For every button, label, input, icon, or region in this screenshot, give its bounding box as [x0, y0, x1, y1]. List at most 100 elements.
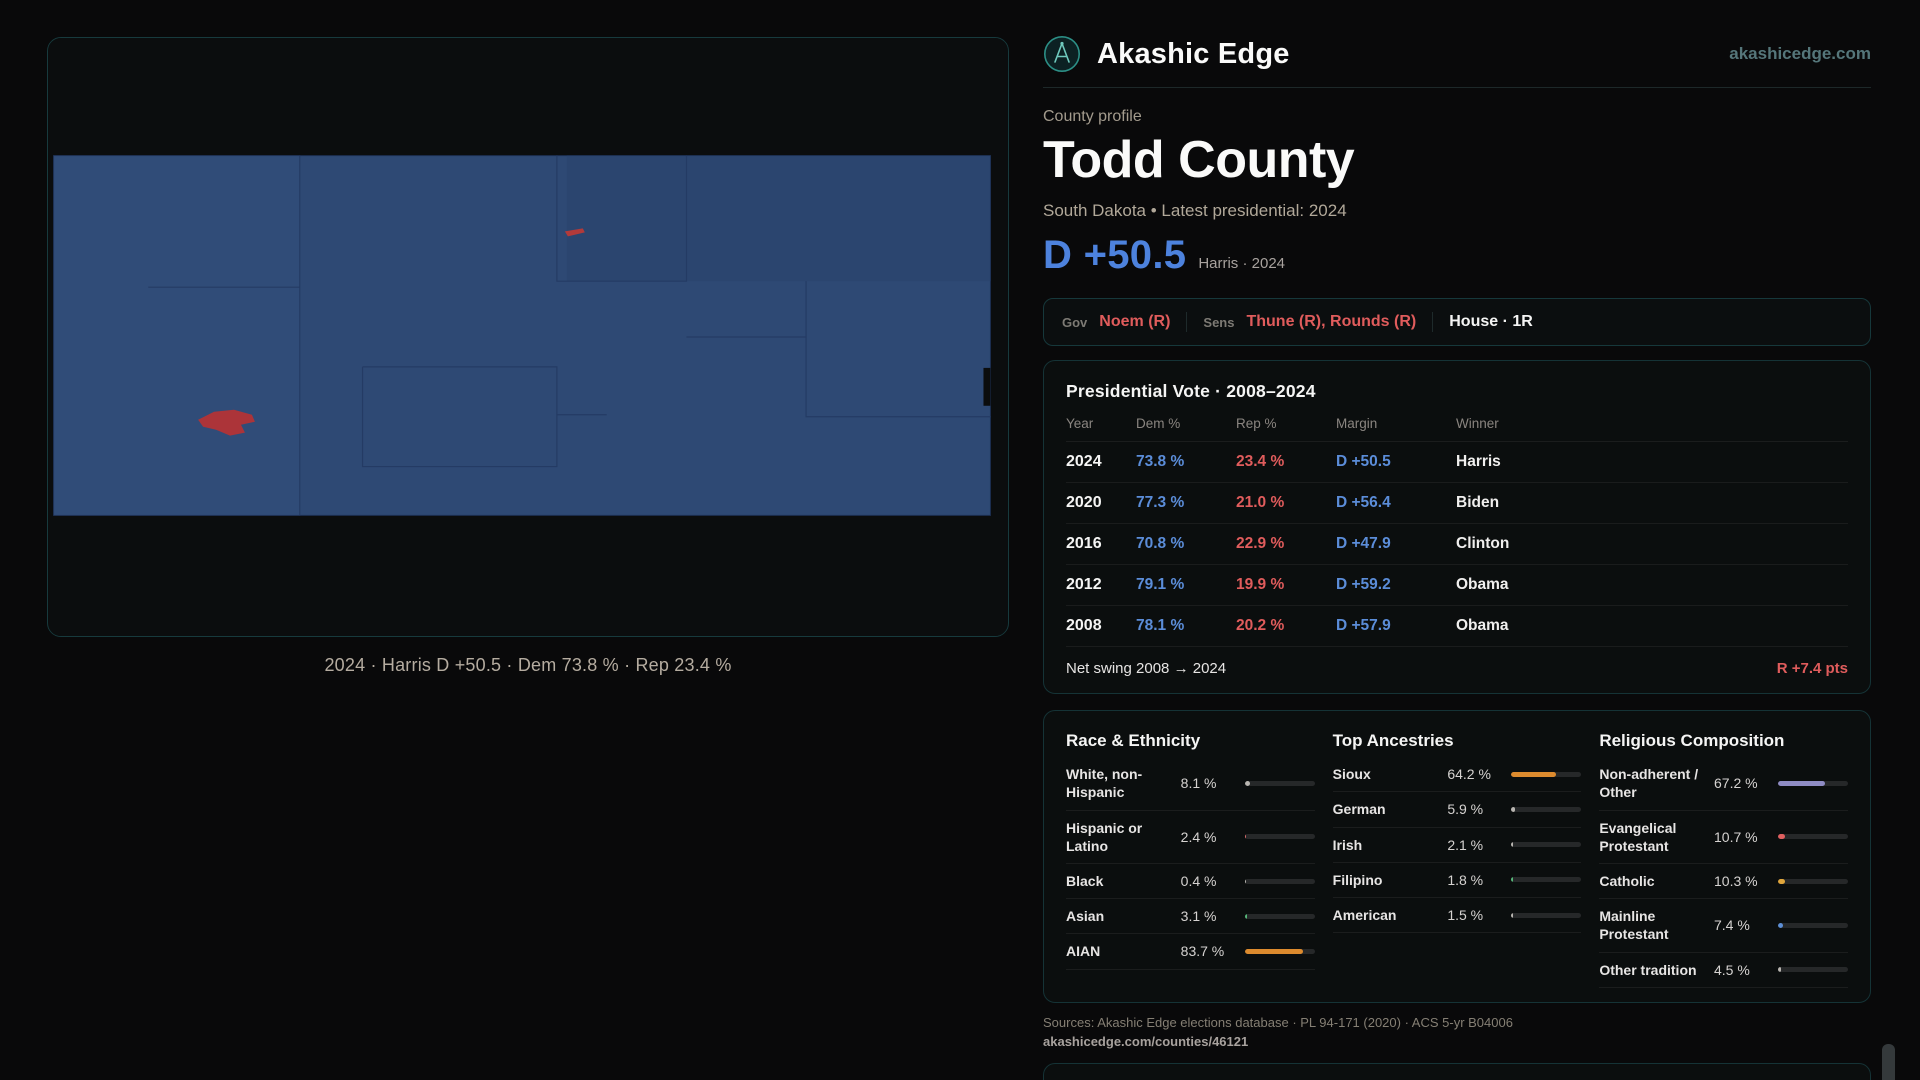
stat-bar-fill: [1511, 842, 1513, 848]
margin-value: D +50.5: [1043, 233, 1187, 278]
stat-label: Catholic: [1599, 872, 1655, 889]
county-shape-rep-small[interactable]: [564, 228, 585, 237]
sources-block: Sources: Akashic Edge elections database…: [1043, 1015, 1871, 1049]
map-section: 2024 · Harris D +50.5 · Dem 73.8 % · Rep…: [47, 37, 1009, 676]
stat-row: Filipino 1.8 %: [1332, 863, 1582, 898]
stat-label: Mainline Protestant: [1599, 908, 1669, 943]
map-notch: [983, 367, 991, 406]
stat-label: German: [1332, 801, 1386, 818]
stat-value: 4.5 %: [1714, 961, 1750, 978]
cell-margin: D +57.9: [1336, 617, 1391, 635]
header-divider: [1043, 87, 1871, 88]
cell-margin: D +50.5: [1336, 453, 1391, 471]
brand-domain-link[interactable]: akashicedge.com: [1729, 44, 1871, 63]
stat-bar-track: [1778, 967, 1848, 973]
cell-year: 2012: [1066, 576, 1102, 594]
stat-bar-fill: [1244, 780, 1251, 786]
cell-dem: 70.8 %: [1136, 535, 1185, 553]
stat-bar-fill: [1778, 834, 1786, 840]
cell-rep: 23.4 %: [1236, 453, 1285, 471]
presidential-vote-card: Presidential Vote · 2008–2024 Year Dem %…: [1043, 360, 1871, 695]
page-subtitle: South Dakota • Latest presidential: 2024: [1043, 201, 1347, 221]
religion-rows: Non-adherent / Other 67.2 % Evangelical Pr…: [1599, 757, 1848, 988]
strip-divider: [1186, 312, 1188, 333]
cell-margin: D +59.2: [1336, 576, 1391, 594]
presidential-row-2020: 2020 77.3 % 21.0 % D +56.4 Biden: [1066, 483, 1848, 525]
map-caption: 2024 · Harris D +50.5 · Dem 73.8 % · Rep…: [324, 655, 732, 675]
stat-value: 83.7 %: [1180, 943, 1225, 960]
stat-label: AIAN: [1066, 943, 1101, 960]
cell-margin: D +56.4: [1336, 494, 1391, 512]
stat-bar-track: [1511, 842, 1582, 848]
stat-bar-track: [1244, 913, 1315, 919]
app-header: Akashic Edge akashicedge.com: [1043, 0, 1871, 74]
cell-year: 2024: [1066, 453, 1102, 471]
county-map-panel[interactable]: [47, 37, 1009, 637]
stat-label: Filipino: [1332, 871, 1383, 888]
cell-rep: 21.0 %: [1236, 494, 1285, 512]
table-body: 2024 73.8 % 23.4 % D +50.5 Harris 2020 77.3 % 2…: [1066, 442, 1848, 648]
stat-row: AIAN 83.7 %: [1066, 934, 1315, 970]
stat-bar-fill: [1244, 948, 1304, 954]
margin-context: Harris · 2024: [1198, 255, 1286, 273]
brand-logo-icon[interactable]: [1043, 35, 1081, 73]
cell-margin: D +47.9: [1336, 535, 1391, 553]
religion-group: Religious Composition Non-adherent / Oth…: [1599, 731, 1848, 988]
cell-year: 2008: [1066, 617, 1102, 635]
boundary-lines: [148, 155, 991, 516]
presidential-row-2024: 2024 73.8 % 23.4 % D +50.5 Harris: [1066, 442, 1848, 484]
stat-bar-track: [1778, 922, 1848, 928]
stat-value: 0.4 %: [1180, 873, 1217, 890]
margin-summary: D +50.5 Harris · 2024: [1043, 233, 1871, 278]
stat-label: Other tradition: [1599, 961, 1697, 978]
stat-label: Asian: [1066, 908, 1105, 925]
col-year: Year: [1066, 416, 1094, 432]
sources-line: Sources: Akashic Edge elections database…: [1043, 1014, 1513, 1030]
stat-bar-fill: [1511, 771, 1557, 777]
stat-bar-fill: [1244, 878, 1247, 884]
county-map[interactable]: [48, 38, 1008, 636]
ancestries-title: Top Ancestries: [1332, 731, 1454, 751]
county-shape-rep[interactable]: [198, 409, 255, 436]
stat-value: 7.4 %: [1714, 917, 1750, 934]
cell-year: 2016: [1066, 535, 1102, 553]
net-swing-row: Net swing 2008 → 2024 R +7.4 pts: [1066, 647, 1848, 677]
cell-winner: Obama: [1456, 617, 1509, 635]
stat-bar-fill: [1244, 834, 1247, 840]
stat-bar-fill: [1778, 967, 1782, 973]
stat-value: 10.3 %: [1714, 873, 1758, 890]
stat-row: Catholic 10.3 %: [1599, 864, 1848, 900]
stat-label: Black: [1066, 872, 1104, 889]
stat-row: German 5.9 %: [1332, 792, 1582, 828]
cell-dem: 77.3 %: [1136, 494, 1185, 512]
stat-row: Non-adherent / Other 67.2 %: [1599, 757, 1848, 811]
economics-card: Economics & Language: [1043, 1062, 1871, 1080]
scrollbar-thumb[interactable]: [1882, 1044, 1895, 1080]
gov-value: Noem (R): [1099, 313, 1171, 331]
cell-dem: 79.1 %: [1136, 576, 1185, 594]
county-shade: [566, 155, 991, 282]
cell-dem: 78.1 %: [1136, 617, 1185, 635]
stat-row: Evangelical Protestant 10.7 %: [1599, 811, 1848, 864]
stat-label: White, non-Hispanic: [1066, 766, 1143, 801]
stat-row: White, non-Hispanic 8.1 %: [1066, 757, 1315, 811]
table-header-row: Year Dem % Rep % Margin Winner: [1066, 416, 1848, 443]
race-rows: White, non-Hispanic 8.1 % Hispanic or Lati…: [1066, 757, 1315, 970]
stat-value: 8.1 %: [1180, 775, 1217, 792]
stat-value: 3.1 %: [1180, 908, 1217, 925]
cell-rep: 19.9 %: [1236, 576, 1285, 594]
stat-value: 2.4 %: [1180, 828, 1217, 845]
stat-row: American 1.5 %: [1332, 898, 1582, 934]
sens-value: Thune (R), Rounds (R): [1246, 313, 1417, 331]
net-swing-label: Net swing 2008 → 2024: [1066, 660, 1227, 678]
stat-bar-track: [1244, 834, 1315, 840]
stat-value: 10.7 %: [1714, 828, 1758, 845]
stat-bar-track: [1778, 878, 1848, 884]
race-ethnicity-title: Race & Ethnicity: [1066, 731, 1201, 751]
col-rep: Rep %: [1236, 416, 1277, 432]
stat-bar-track: [1511, 912, 1582, 918]
gov-label: Gov: [1062, 314, 1088, 330]
stat-label: Evangelical Protestant: [1599, 819, 1677, 854]
stat-row: Irish 2.1 %: [1332, 828, 1582, 863]
